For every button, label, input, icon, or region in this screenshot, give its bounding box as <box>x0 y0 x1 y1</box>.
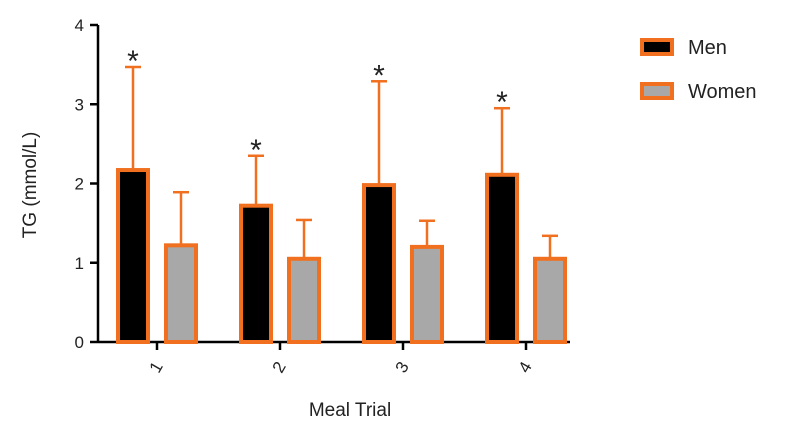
bar-men-3 <box>362 183 396 344</box>
significance-star: * <box>496 86 508 119</box>
significance-star: * <box>250 134 262 167</box>
significance-star: * <box>127 45 139 78</box>
x-tick-label: 3 <box>392 358 413 376</box>
bar-women-4 <box>533 256 567 345</box>
significance-markers: * * * * <box>127 45 508 167</box>
x-tick-label: 2 <box>269 358 290 376</box>
bar-women-3 <box>410 244 444 344</box>
y-tick-label: 4 <box>75 16 84 35</box>
y-tick-label: 0 <box>75 333 84 352</box>
legend: Men Women <box>640 37 757 103</box>
x-tick-label: 4 <box>515 358 536 376</box>
bar-women-2 <box>287 256 321 345</box>
y-tick-label: 2 <box>75 175 84 194</box>
legend-swatch-men <box>640 38 674 56</box>
y-axis-label: TG (mmol/L) <box>20 132 41 239</box>
x-tick-label: 1 <box>146 358 167 376</box>
legend-label: Men <box>688 37 727 59</box>
legend-label: Women <box>688 81 757 103</box>
y-tick-label: 3 <box>75 95 84 114</box>
bar-men-4 <box>485 172 519 344</box>
bar-women-1 <box>164 243 198 344</box>
bars <box>116 168 567 345</box>
x-axis-label: Meal Trial <box>309 400 391 421</box>
legend-swatch-women <box>640 82 674 100</box>
bar-men-1 <box>116 168 150 344</box>
bar-men-2 <box>239 203 273 344</box>
significance-star: * <box>373 59 385 92</box>
y-tick-label: 1 <box>75 254 84 273</box>
error-bars <box>125 65 558 259</box>
